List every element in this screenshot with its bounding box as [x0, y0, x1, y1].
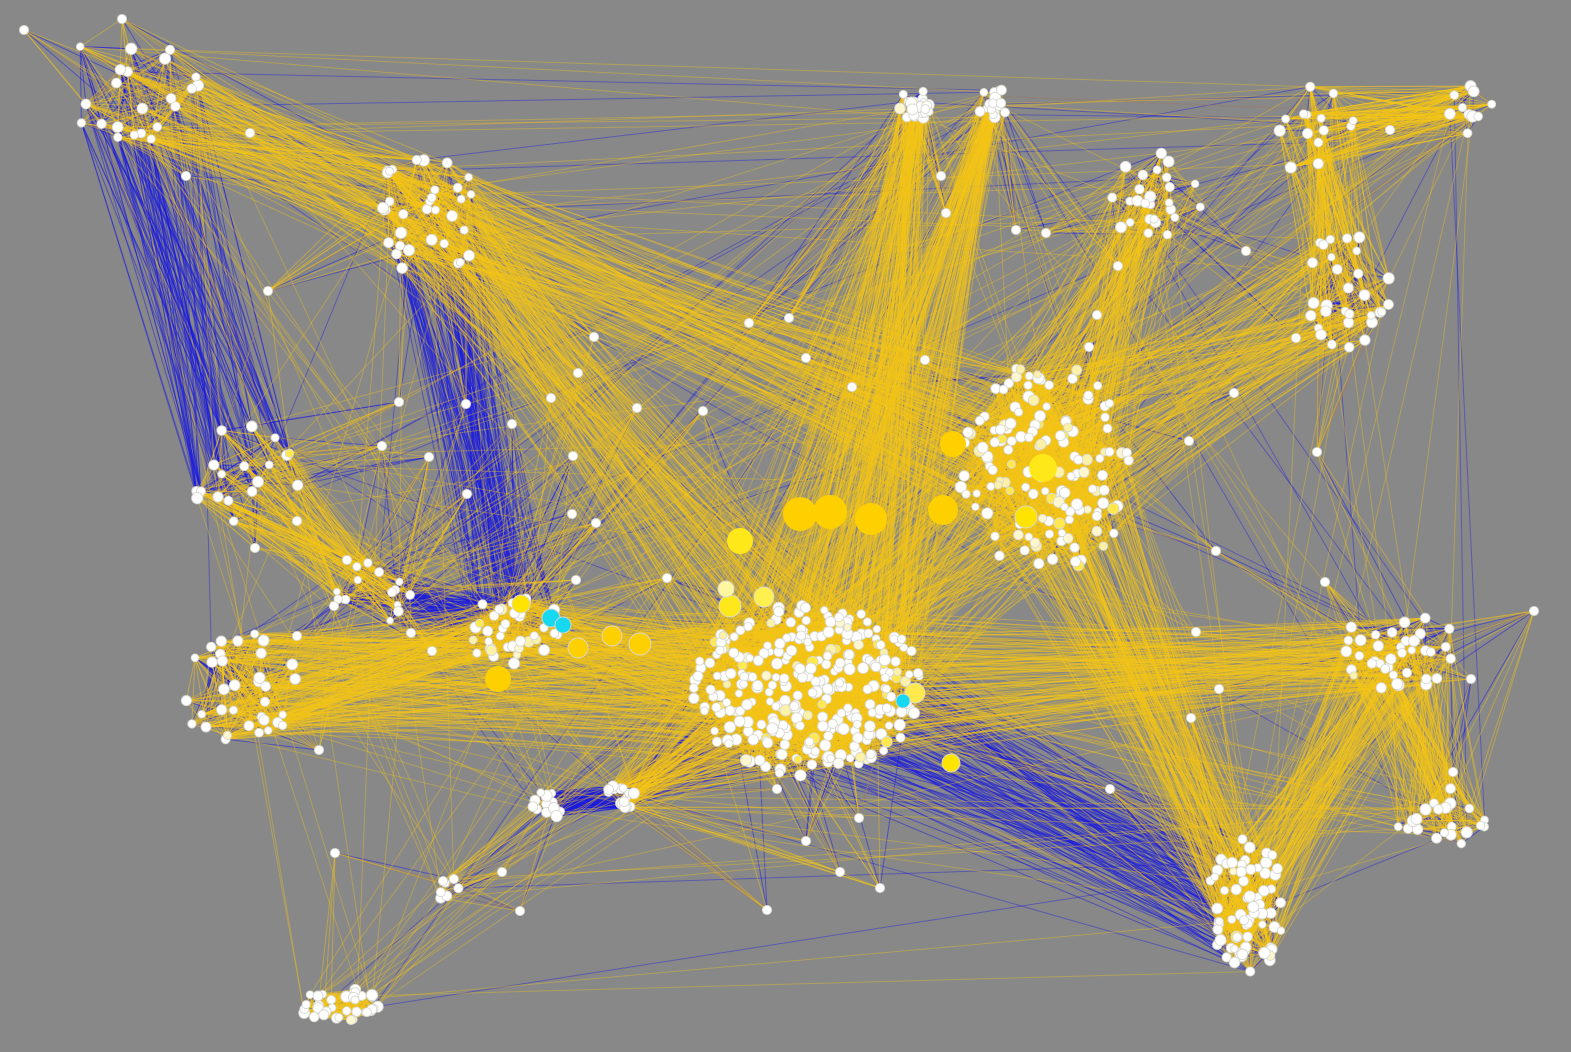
graph-edge: [1150, 183, 1196, 205]
graph-edge: [1290, 125, 1352, 168]
graph-edge: [446, 162, 465, 231]
graph-edge: [81, 122, 118, 138]
graph-edge: [334, 852, 454, 880]
graph-edge: [1125, 152, 1162, 168]
graph-edge: [80, 46, 132, 50]
graph-edge: [1111, 153, 1162, 198]
graph-edge: [79, 46, 82, 123]
edge-layer-gold: [23, 18, 1535, 1021]
graph-edge: [1111, 197, 1149, 234]
graph-edge: [175, 91, 984, 107]
graph-edge: [1111, 174, 1144, 199]
